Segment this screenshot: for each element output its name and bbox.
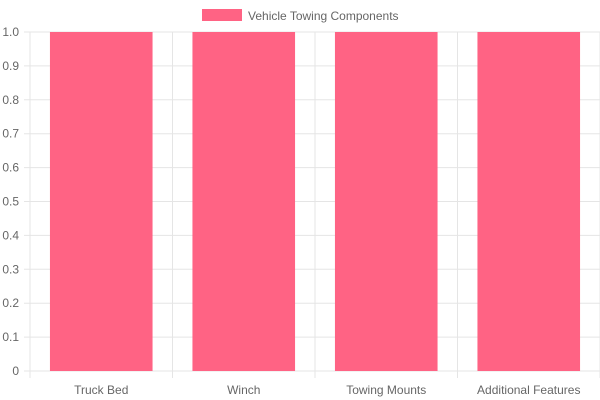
bar-additional-features[interactable]	[477, 32, 581, 371]
bars	[49, 32, 581, 371]
x-tick-label: Additional Features	[477, 383, 580, 397]
legend-swatch	[202, 9, 242, 21]
y-tick-label: 0.1	[2, 330, 19, 344]
y-tick-label: 0.5	[2, 195, 19, 209]
bar-truck-bed[interactable]	[49, 32, 153, 371]
y-tick-label: 0.3	[2, 262, 19, 276]
y-tick-label: 0.6	[2, 161, 19, 175]
y-tick-label: 0.4	[2, 228, 19, 242]
y-tick-label: 0.8	[2, 93, 19, 107]
x-axis-ticks: Truck Bed Winch Towing Mounts Additional Fe…	[74, 383, 580, 397]
y-tick-label: 1.0	[2, 25, 19, 39]
bar-towing-mounts[interactable]	[334, 32, 438, 371]
y-tick-label: 0.9	[2, 59, 19, 73]
y-tick-label: 0	[12, 364, 19, 378]
y-axis-ticks: 0 0.1 0.2 0.3 0.4 0.5 0.6 0.7 0.8 0.9 1.0	[2, 25, 19, 378]
bar-winch[interactable]	[192, 32, 296, 371]
y-tick-label: 0.7	[2, 127, 19, 141]
x-tick-label: Towing Mounts	[346, 383, 426, 397]
legend-label: Vehicle Towing Components	[248, 9, 399, 23]
x-tick-label: Winch	[227, 383, 260, 397]
legend[interactable]: Vehicle Towing Components	[202, 9, 399, 23]
y-tick-label: 0.2	[2, 296, 19, 310]
x-tick-label: Truck Bed	[74, 383, 128, 397]
